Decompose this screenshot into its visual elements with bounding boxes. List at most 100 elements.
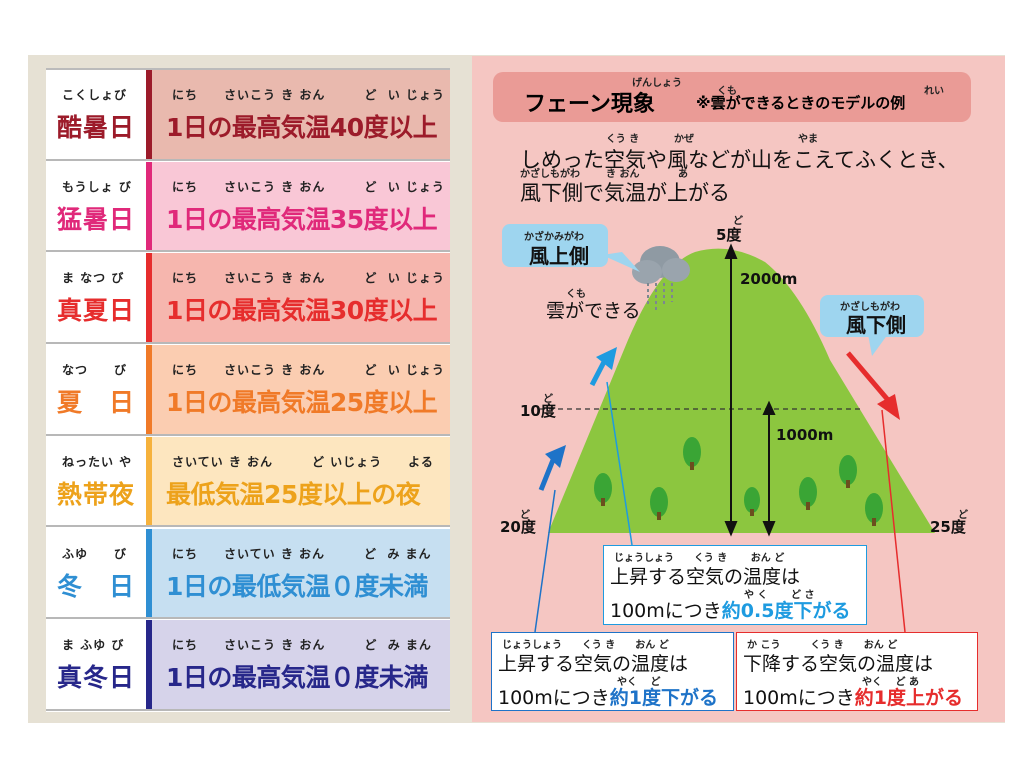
title-banner: [493, 72, 971, 122]
definition-ruby: にち さいこう き おん ど い じょう: [172, 88, 445, 102]
row-divider: [46, 708, 450, 711]
term-ruby: ま なつ び: [62, 271, 125, 286]
leeward-label: 風下側: [846, 313, 906, 337]
subtitle-ruby-kumo: くも: [717, 86, 737, 97]
left-temp: 20度: [500, 518, 536, 536]
page-title: フェーン現象: [524, 92, 655, 117]
box2-line2b: 約1度下がる: [609, 687, 719, 709]
term-name: 冬 日: [56, 571, 135, 601]
table-row: ま ふゆ び真冬日 にち さいこう き おん ど み まん 1日の最高気温０度未満: [46, 620, 450, 711]
row-divider: [46, 158, 450, 161]
subtitle-ruby-rei: れい: [924, 86, 944, 97]
definition-text: 1日の最高気温35度以上: [166, 204, 438, 234]
box1-line2b: 約0.5度下がる: [721, 600, 851, 622]
term-name: 酷暑日: [56, 113, 135, 142]
cloud-ruby: くも: [566, 289, 586, 300]
term-cell: ま なつ び真夏日: [46, 253, 146, 344]
term-ruby: ま ふゆ び: [62, 638, 125, 653]
lead-ruby-kion: き おん: [606, 169, 640, 180]
lead-ruby-yama: やま: [798, 134, 818, 145]
leeward-arrow: [846, 351, 900, 420]
box1-line1: 上昇する空気の温度は: [610, 566, 801, 588]
definition-ruby: さいてい き おん ど いじょう よる: [172, 454, 434, 469]
box2-line1: 上昇する空気の温度は: [498, 653, 689, 675]
definition-text: 最低気温25度以上の夜: [166, 479, 421, 509]
box2-ruby1: じょうしょう くう き おん ど: [502, 640, 669, 651]
definition-text: 1日の最高気温25度以上: [166, 388, 438, 418]
box2-ruby2: やく ど: [617, 677, 661, 688]
term-cell: もうしょ び猛暑日: [46, 161, 146, 252]
box1-line2: 100mにつき約0.5度下がる: [610, 596, 850, 623]
term-ruby: なつ び: [62, 363, 128, 378]
temperature-terms-table: こくしょび 酷暑日 にち さいこう き おん ど い じょう 1日の最高気温40度以上…: [46, 68, 450, 712]
lead-text-line2: 風下側で気温が上がる: [520, 181, 730, 205]
color-bar: [146, 70, 152, 160]
table-row: こくしょび酷暑日 にち さいこう き おん ど い じょう 1日の最高気温40度以上: [46, 70, 450, 161]
definition-cell: にち さいこう き おん ど い じょう 1日の最高気温35度以上: [152, 161, 450, 252]
box3-ruby2: やく ど あ: [862, 677, 919, 688]
term-ruby: ねったい や: [62, 454, 133, 469]
row-divider: [46, 617, 450, 620]
box3-line2a: 100mにつき: [743, 687, 855, 709]
box1-ruby2: や く ど さ: [744, 590, 815, 601]
windward-arrow-upper: [589, 347, 617, 387]
definition-text: 1日の最低気温０度未満: [166, 571, 428, 601]
right-temp-ruby: ど: [958, 510, 968, 521]
term-name: 猛暑日: [56, 204, 135, 234]
color-bar: [146, 345, 152, 435]
term-name: 熱帯夜: [56, 479, 135, 509]
definition-text: 1日の最高気温40度以上: [166, 113, 438, 142]
definition-text: 1日の最高気温０度未満: [166, 663, 428, 693]
height-arrows: [724, 243, 776, 537]
height-1000m: 1000m: [776, 426, 834, 444]
mid-temp: 10度: [520, 402, 556, 420]
definition-cell: にち さいこう き おん ど い じょう 1日の最高気温30度以上: [152, 253, 450, 344]
definition-text: 1日の最高気温30度以上: [166, 296, 438, 326]
height-2000m: 2000m: [740, 270, 798, 288]
color-bar: [146, 620, 152, 710]
lead-ruby-a: あ: [678, 169, 688, 180]
definition-ruby: にち さいこう き おん ど い じょう: [172, 271, 445, 286]
term-cell: ねったい や熱帯夜: [46, 436, 146, 527]
color-bar: [146, 161, 152, 252]
windward-callout: [502, 224, 608, 267]
mountain: [548, 248, 935, 533]
top-temp-ruby: ど: [733, 216, 743, 227]
connector-box2: [534, 489, 556, 633]
table-row: ま なつ び真夏日 にち さいこう き おん ど い じょう 1日の最高気温30度以…: [46, 253, 450, 345]
term-cell: ま ふゆ び真冬日: [46, 620, 146, 710]
row-divider: [46, 525, 450, 528]
table-row: もうしょ び猛暑日 にち さいこう き おん ど い じょう 1日の最高気温35度以…: [46, 161, 450, 253]
box3-line2b: 約1度上がる: [854, 687, 964, 709]
definition-cell: さいてい き おん ど いじょう よる最低気温25度以上の夜: [152, 436, 450, 527]
definition-cell: にち さいこう き おん ど み まん 1日の最高気温０度未満: [152, 620, 450, 710]
color-bar: [146, 253, 152, 344]
box3-ruby1: か こう くう き おん ど: [747, 640, 898, 651]
term-cell: こくしょび 酷暑日: [46, 70, 146, 160]
term-cell: なつ び夏 日: [46, 345, 146, 435]
info-box-descending: か こう くう き おん ど 下降する空気の温度は やく ど あ 100mにつき…: [736, 632, 978, 711]
connector-box1: [606, 381, 633, 546]
windward-ruby: かざかみがわ: [524, 232, 584, 243]
lead-ruby-kazashimogawa: かざしもがわ: [520, 169, 580, 180]
table-row: ふゆ び冬 日 にち さいてい き おん ど み まん 1日の最低気温０度未満: [46, 528, 450, 620]
table-row: なつ び夏 日 にち さいこう き おん ど い じょう 1日の最高気温25度以上: [46, 345, 450, 436]
definition-ruby: にち さいてい き おん ど み まん: [172, 546, 432, 561]
box2-line2a: 100mにつき: [498, 687, 610, 709]
box3-line2: 100mにつき約1度上がる: [743, 683, 963, 710]
top-temp: 5度: [716, 226, 742, 244]
trees: [594, 437, 883, 526]
table-row: ねったい や熱帯夜 さいてい き おん ど いじょう よる 最低気温25度以上の夜: [46, 436, 450, 528]
box3-line1: 下降する空気の温度は: [743, 653, 934, 675]
leeward-callout-tail: [868, 334, 888, 356]
term-ruby: こくしょび: [62, 88, 128, 102]
leeward-ruby: かざしもがわ: [840, 302, 900, 313]
right-temp: 25度: [930, 518, 966, 536]
definition-cell: にち さいこう き おん ど い じょう 1日の最高気温40度以上: [152, 70, 450, 160]
box1-ruby1: じょうしょう くう き おん ど: [614, 553, 785, 564]
definition-ruby: にち さいこう き おん ど み まん: [172, 638, 432, 653]
cloud-icon: [632, 246, 690, 310]
box2-line2: 100mにつき約1度下がる: [498, 683, 718, 710]
row-divider: [46, 342, 450, 345]
